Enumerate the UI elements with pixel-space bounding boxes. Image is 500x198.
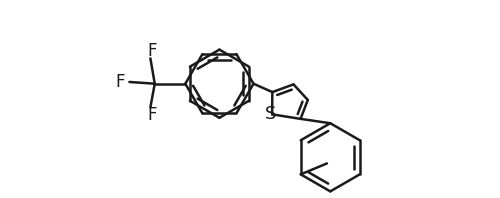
Text: F: F: [148, 42, 157, 60]
Text: S: S: [264, 105, 276, 123]
Text: F: F: [115, 73, 124, 91]
Text: F: F: [148, 106, 157, 124]
